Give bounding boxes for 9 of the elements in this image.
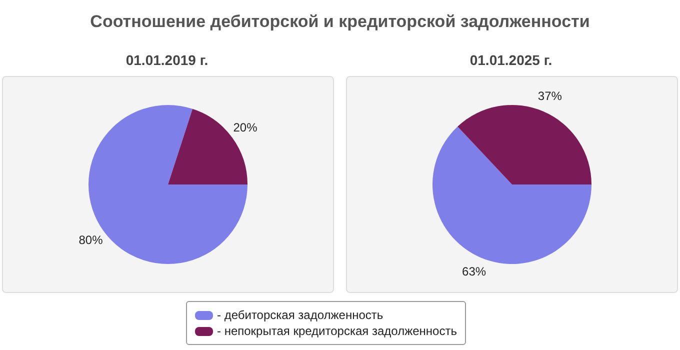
data-label: 20% xyxy=(233,120,258,135)
data-label: 37% xyxy=(538,89,562,104)
data-label: 63% xyxy=(462,264,486,278)
data-label: 80% xyxy=(78,232,104,247)
legend-label: - дебиторская задолженность xyxy=(217,308,384,322)
chart-title: 01.01.2019 г. xyxy=(124,52,210,68)
chart-title: 01.01.2025 г. xyxy=(468,52,554,68)
text: Соотношение дебиторской и кредиторской задолженности xyxy=(89,12,591,32)
legend-label: - непокрытая кредиторская задолженность xyxy=(217,324,457,338)
